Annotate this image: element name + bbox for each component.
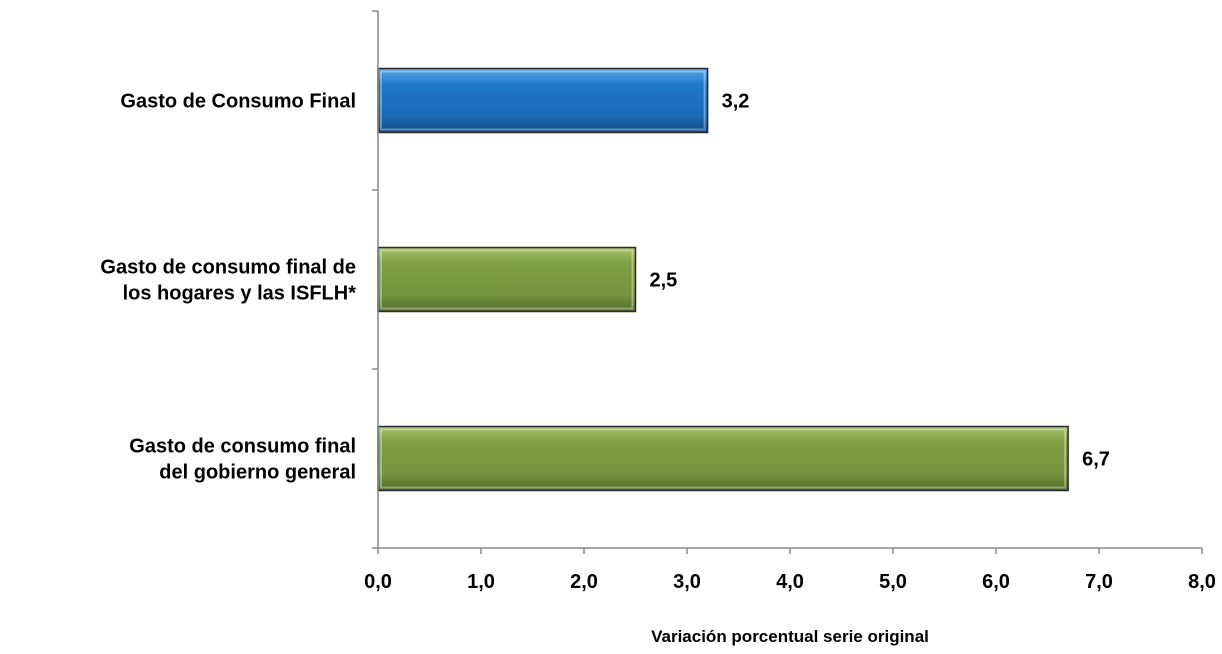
bar-bevel xyxy=(380,249,634,310)
category-label: Gasto de consumo final de los hogares y l… xyxy=(100,257,356,305)
bar xyxy=(377,246,637,313)
bar-group xyxy=(377,67,709,134)
labels-layer: 0,0 1,0 2,0 3,0 4,0 5,0 6,0 7,0 8,0 3,2 Gasto de C… xyxy=(100,91,1216,594)
bar-bevel xyxy=(380,428,1067,489)
ticks-layer xyxy=(372,10,1203,554)
bar-group xyxy=(377,425,1069,492)
x-tick-label: 3,0 xyxy=(673,571,701,593)
bar-value-label: 6,7 xyxy=(1082,449,1110,471)
bar xyxy=(377,67,709,134)
category-label: Gasto de Consumo Final xyxy=(120,91,356,113)
x-tick-label: 8,0 xyxy=(1188,571,1216,593)
bars-layer xyxy=(377,67,1069,492)
x-axis-title: Variación porcentual serie original xyxy=(651,627,929,646)
x-tick-label: 5,0 xyxy=(879,571,907,593)
x-tick-label: 4,0 xyxy=(776,571,804,593)
category-label: Gasto de consumo final del gobierno gener… xyxy=(129,436,356,484)
x-tick-label: 2,0 xyxy=(570,571,598,593)
x-tick-label: 0,0 xyxy=(364,571,392,593)
x-tick-label: 6,0 xyxy=(982,571,1010,593)
bar xyxy=(377,425,1069,492)
x-tick-label: 7,0 xyxy=(1085,571,1113,593)
bar-bevel xyxy=(380,70,706,131)
bar-group xyxy=(377,246,637,313)
bar-value-label: 3,2 xyxy=(722,91,750,113)
x-tick-label: 1,0 xyxy=(467,571,495,593)
bar-value-label: 2,5 xyxy=(650,270,678,292)
